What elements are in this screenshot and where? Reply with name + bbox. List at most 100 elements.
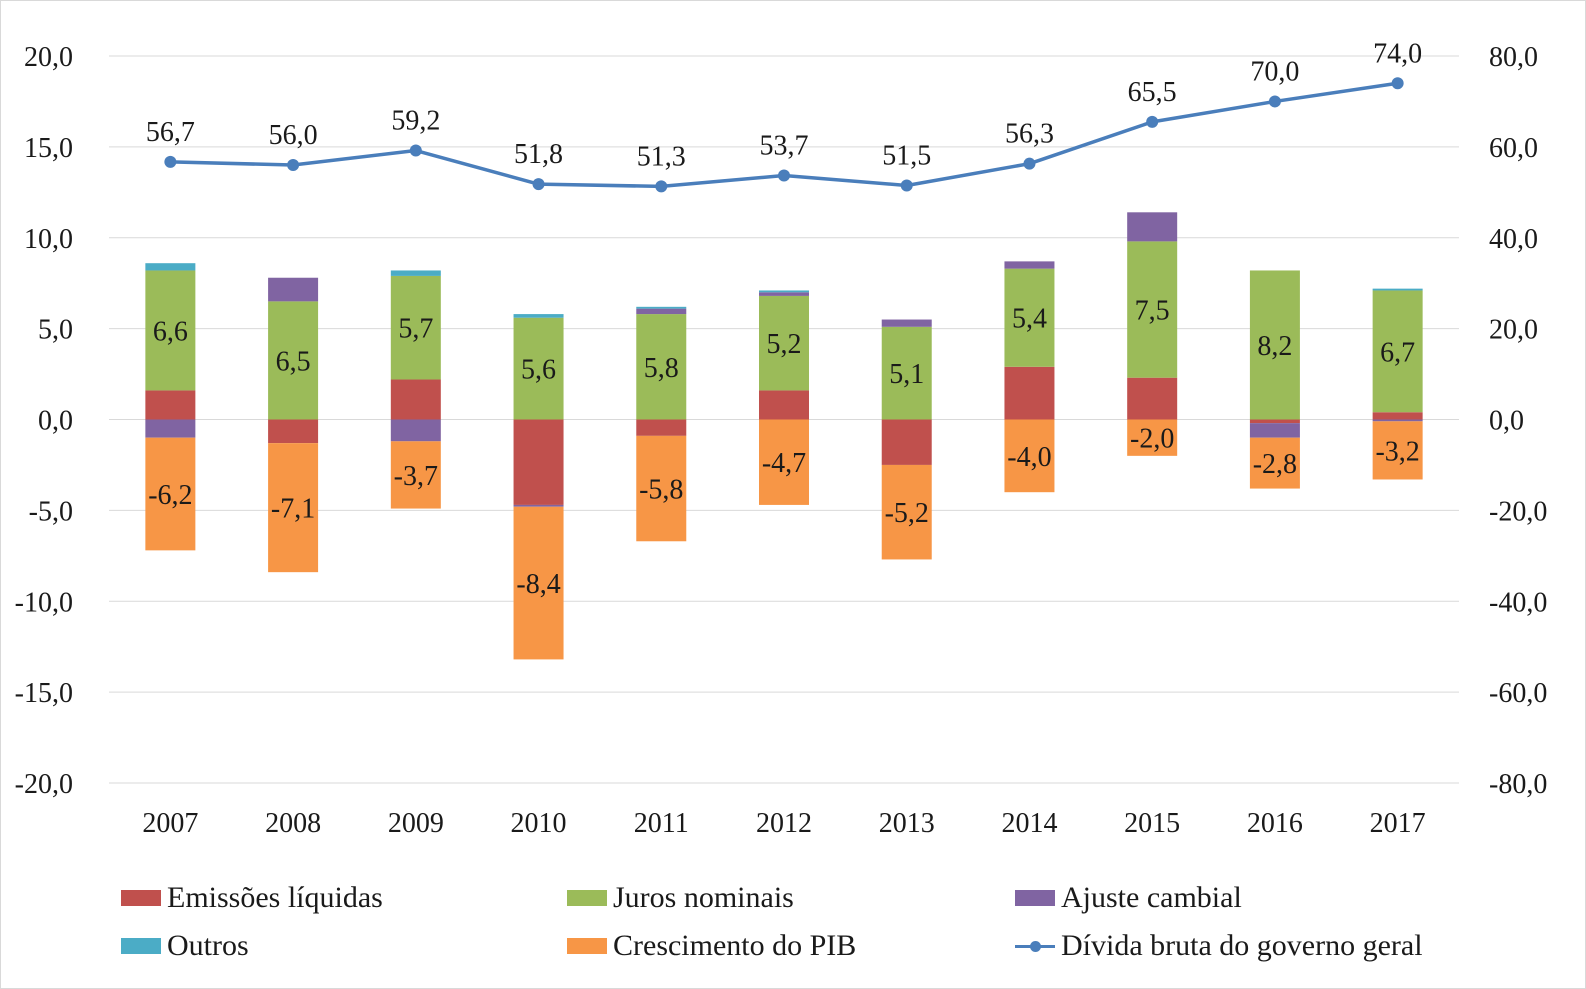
debt-point — [164, 155, 177, 168]
y-right-tick-label: 40,0 — [1489, 224, 1538, 255]
bar-segment — [881, 319, 932, 327]
debt-data-label: 51,5 — [882, 140, 931, 171]
legend-item-ajuste: Ajuste cambial — [1015, 881, 1242, 915]
bar-data-label: 5,2 — [767, 329, 802, 360]
stacked-bar-line-chart: 20,0 80,0 15,0 60,0 10,0 40,0 5,0 20,0 0,0 0,0 -5,… — [15, 38, 1548, 839]
y-left-tick-label: 15,0 — [24, 133, 73, 164]
debt-point — [778, 169, 790, 182]
bar-data-label: 5,6 — [521, 355, 556, 386]
legend-label-outros: Outros — [167, 929, 249, 962]
bar-data-label: 6,6 — [153, 316, 188, 347]
bar-segment — [268, 301, 319, 420]
y-right-tick-label: 80,0 — [1489, 42, 1538, 73]
bar-segment — [1127, 377, 1178, 420]
legend: Emissões líquidas Juros nominais Ajuste … — [1, 873, 1586, 983]
debt-data-label: 59,2 — [391, 106, 440, 137]
bar-segment — [636, 308, 687, 315]
x-tick-label: 2016 — [1247, 808, 1303, 839]
legend-label-pib: Crescimento do PIB — [613, 929, 857, 962]
bar-data-label: -5,8 — [639, 475, 683, 506]
bar-segment — [268, 443, 319, 573]
bar-segment — [1004, 268, 1055, 367]
debt-data-label: 51,3 — [637, 141, 686, 172]
legend-swatch-juros — [567, 890, 607, 906]
bar-segment — [1372, 419, 1423, 422]
legend-label-juros: Juros nominais — [613, 881, 794, 914]
bar-segment — [636, 435, 687, 542]
debt-point — [409, 144, 422, 157]
bar-data-label: -2,8 — [1253, 449, 1297, 480]
debt-data-label: 56,7 — [146, 117, 195, 148]
y-right-tick-label: -40,0 — [1489, 587, 1547, 618]
legend-label-emissoes: Emissões líquidas — [167, 881, 383, 914]
y-right-tick-label: -60,0 — [1489, 678, 1547, 709]
bar-data-label: -6,2 — [148, 480, 192, 511]
bar-segment — [1004, 366, 1055, 420]
legend-item-juros: Juros nominais — [567, 881, 794, 915]
debt-point — [532, 178, 545, 191]
bar-segment — [636, 306, 687, 309]
legend-item-outros: Outros — [121, 929, 249, 963]
bar-segment — [145, 437, 196, 551]
bar-segment — [390, 379, 441, 420]
debt-data-label: 56,3 — [1005, 119, 1054, 150]
debt-point — [287, 159, 300, 172]
bar-segment — [1372, 421, 1423, 480]
y-left-tick-label: 5,0 — [38, 315, 73, 346]
bar-segment — [513, 506, 564, 660]
x-tick-label: 2009 — [388, 808, 444, 839]
x-tick-label: 2013 — [879, 808, 935, 839]
legend-label-divida: Dívida bruta do governo geral — [1061, 929, 1423, 962]
debt-data-label: 51,8 — [514, 139, 563, 170]
bar-data-label: -2,0 — [1130, 424, 1174, 455]
y-left-tick-label: -10,0 — [15, 587, 73, 618]
bar-segment — [1249, 423, 1300, 438]
bar-segment — [1249, 270, 1300, 420]
bar-segment — [513, 419, 564, 505]
bar-data-label: 6,7 — [1380, 337, 1415, 368]
bar-segment — [881, 464, 932, 560]
legend-swatch-outros — [121, 938, 161, 954]
bar-segment — [759, 390, 809, 420]
legend-swatch-pib — [567, 938, 607, 954]
bar-segment — [390, 275, 441, 380]
bar-segment — [390, 419, 441, 442]
bar-segment — [1372, 412, 1423, 420]
y-right-tick-label: 20,0 — [1489, 315, 1538, 346]
bar-data-label: -4,7 — [762, 448, 806, 479]
x-tick-label: 2017 — [1370, 808, 1426, 839]
bar-segment — [145, 270, 196, 391]
bar-segment — [759, 419, 809, 505]
bar-data-label: 5,8 — [644, 353, 679, 384]
y-left-tick-label: 0,0 — [38, 406, 73, 437]
debt-point — [1023, 157, 1036, 170]
bar-segment — [1004, 261, 1055, 269]
y-right-tick-label: 60,0 — [1489, 133, 1538, 164]
bar-data-label: -7,1 — [271, 494, 315, 525]
legend-swatch-emissoes — [121, 890, 161, 906]
x-tick-label: 2012 — [756, 808, 812, 839]
debt-point — [1391, 77, 1404, 90]
y-left-tick-label: -15,0 — [15, 678, 73, 709]
debt-point — [1146, 115, 1159, 128]
bar-data-label: 5,7 — [398, 314, 433, 345]
x-tick-label: 2008 — [265, 808, 321, 839]
debt-data-label: 74,0 — [1373, 38, 1422, 69]
debt-point — [900, 179, 913, 192]
x-tick-label: 2014 — [1001, 808, 1057, 839]
bar-data-label: 5,1 — [889, 359, 924, 390]
y-left-tick-label: 10,0 — [24, 224, 73, 255]
legend-label-ajuste: Ajuste cambial — [1061, 881, 1242, 914]
legend-item-divida: Dívida bruta do governo geral — [1015, 929, 1423, 963]
bar-segment — [1127, 419, 1178, 456]
y-left-tick-label: 20,0 — [24, 42, 73, 73]
x-tick-label: 2010 — [511, 808, 567, 839]
legend-swatch-ajuste — [1015, 890, 1055, 906]
bar-data-label: 8,2 — [1257, 331, 1292, 362]
bar-segment — [759, 295, 809, 391]
bar-segment — [513, 504, 564, 507]
legend-item-emissoes: Emissões líquidas — [121, 881, 383, 915]
bar-segment — [1372, 288, 1423, 291]
bar-segment — [1127, 241, 1178, 378]
